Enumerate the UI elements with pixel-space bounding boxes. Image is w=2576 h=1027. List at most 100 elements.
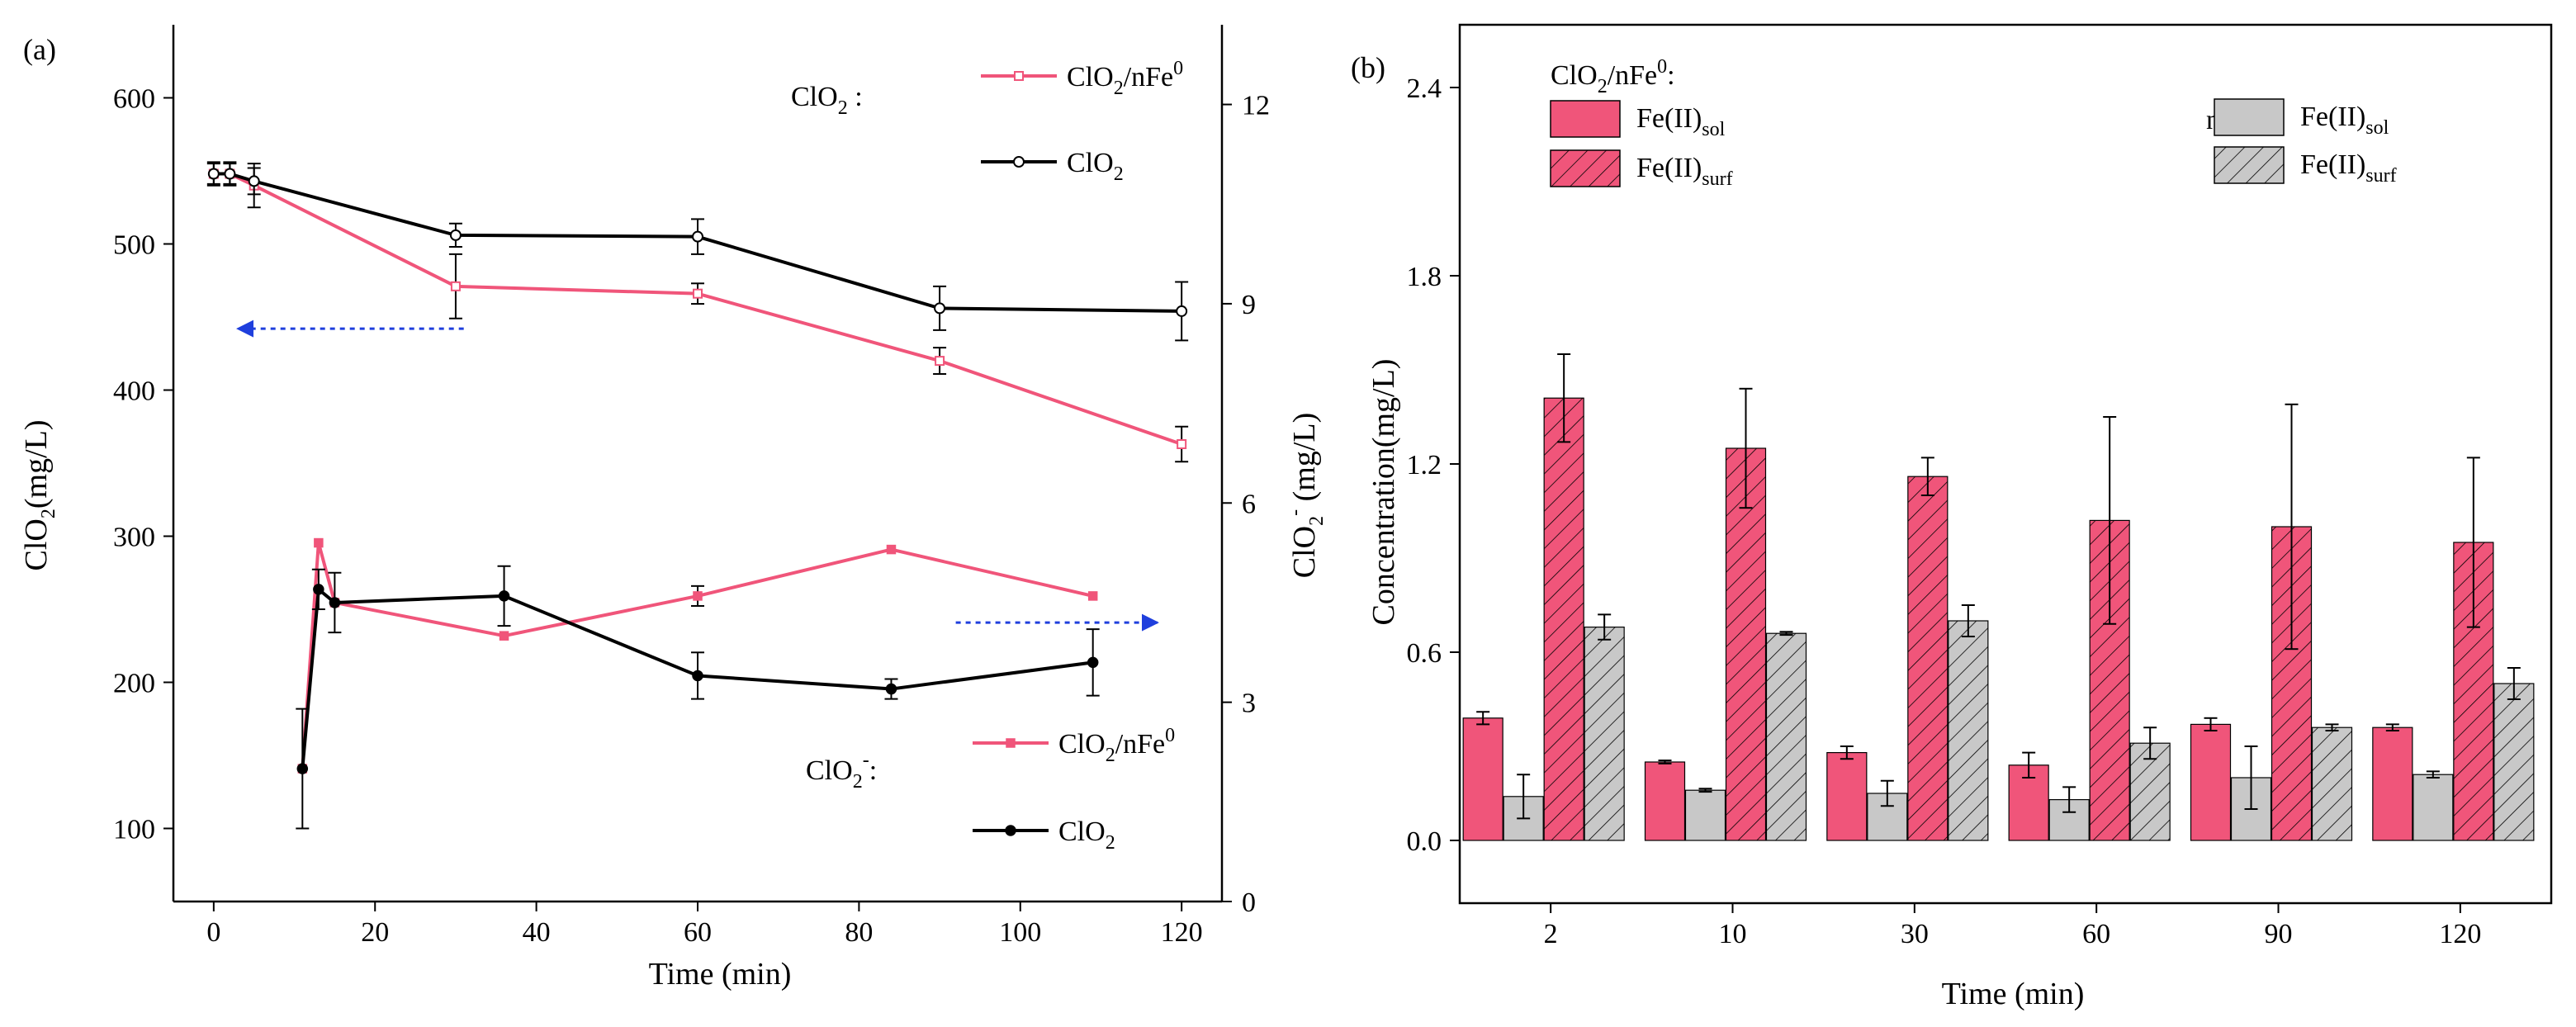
data-point — [885, 683, 897, 695]
data-point — [1013, 156, 1025, 168]
data-point — [296, 763, 309, 774]
panel-a-y2tick-label: 12 — [1242, 91, 1270, 121]
panel-b-legend-item-2: Fe(II)surf — [1550, 149, 1733, 190]
panel-b-xlabel: Time (min) — [1942, 977, 2085, 1011]
bar-3-5 — [2493, 683, 2535, 841]
panel-b-xtick-label: 10 — [1719, 919, 1747, 949]
data-point — [207, 168, 220, 180]
panel-a-xtick-label: 20 — [361, 917, 389, 948]
panel-b-ytick-label: 1.8 — [1407, 262, 1442, 292]
panel-b-legend-item-1: Fe(II)sol — [2214, 98, 2389, 139]
panel-a-series-2 — [296, 537, 1098, 830]
bar-0-5 — [2372, 726, 2413, 841]
panel-a-legend-item-2: ClO2/nFe0 — [973, 725, 1175, 766]
panel-b-legend-item-3: Fe(II)surf — [2214, 146, 2397, 187]
data-point — [692, 230, 703, 243]
panel-b-legend-item-0: Fe(II)sol — [1550, 100, 1726, 140]
data-point — [313, 584, 324, 595]
data-point — [498, 590, 510, 602]
bar-2-0 — [1543, 397, 1584, 841]
legend-swatch — [1550, 149, 1621, 187]
panel-a-ylabel: ClO2(mg/L) — [19, 420, 59, 571]
bar-2-2 — [1907, 476, 1949, 841]
panel-b: (b) 0.0 0.6 1.2 1.8 2.4 2 10 30 60 90 120 ClO2/nFe… — [1351, 23, 2553, 1011]
data-point — [224, 168, 236, 180]
panel-a-xtick-label: 80 — [845, 917, 873, 948]
legend-swatch — [1550, 100, 1621, 138]
data-point — [450, 281, 461, 291]
panel-a-xtick-label: 0 — [206, 917, 220, 948]
panel-a-y2tick-label: 3 — [1242, 689, 1256, 719]
panel-b-ytick-label: 0.6 — [1407, 638, 1442, 669]
panel-a-ytick-label: 500 — [113, 230, 155, 261]
panel-b-legend-group-0: ClO2/nFe0: — [1551, 56, 1675, 97]
data-point — [314, 537, 324, 548]
panel-b-xtick-label: 120 — [2439, 919, 2481, 949]
data-point — [1006, 738, 1016, 748]
legend-label: ClO2/nFe0 — [1067, 58, 1183, 99]
panel-b-xtick-label: 2 — [1544, 919, 1558, 949]
panel-a-legend-item-0: ClO2/nFe0 — [981, 58, 1183, 99]
panel-a-xtick-label: 40 — [523, 917, 551, 948]
data-point — [1005, 825, 1016, 836]
legend-label: Fe(II)sol — [1636, 103, 1726, 140]
data-point — [329, 597, 341, 608]
bar-3-4 — [2311, 726, 2353, 841]
data-point — [693, 288, 703, 299]
panel-a-y2tick-label: 9 — [1242, 290, 1256, 320]
bar-0-4 — [2190, 723, 2232, 841]
panel-a-xtick-label: 60 — [684, 917, 712, 948]
panel-a-label: (a) — [23, 33, 56, 66]
legend-swatch — [2214, 146, 2285, 184]
data-point — [692, 670, 703, 682]
legend-label: Fe(II)surf — [1636, 153, 1733, 190]
panel-b-legend: ClO2/nFe0:nFe0:Fe(II)solFe(II)surfFe(II)… — [1550, 56, 2397, 190]
panel-a-y2tick-label: 0 — [1242, 887, 1256, 918]
panel-a-series — [206, 161, 1189, 830]
panel-a-xtick-label: 100 — [999, 917, 1041, 948]
data-point — [1087, 591, 1098, 601]
bar-1-5 — [2413, 774, 2454, 841]
legend-label: ClO2 — [1058, 816, 1115, 854]
panel-b-xtick-label: 30 — [1901, 919, 1929, 949]
panel-a-legend-item-1: ClO2 — [981, 148, 1124, 185]
panel-a-group-label-clo2: ClO2 : — [791, 82, 863, 119]
data-point — [1087, 656, 1099, 669]
bar-3-2 — [1948, 620, 1989, 841]
panel-a-ytick-label: 300 — [113, 523, 155, 553]
bar-2-1 — [1725, 447, 1767, 841]
panel-a-y2label: ClO2- (mg/L) — [1285, 413, 1328, 579]
panel-b-xtick-label: 90 — [2265, 919, 2293, 949]
panel-a-ytick-label: 600 — [113, 84, 155, 115]
data-point — [693, 591, 703, 601]
bar-0-0 — [1462, 717, 1503, 841]
panel-b-ytick-label: 2.4 — [1407, 73, 1442, 104]
legend-label: Fe(II)sol — [2300, 102, 2389, 139]
panel-b-ylabel: Concentration(mg/L) — [1366, 359, 1401, 626]
data-point — [935, 356, 945, 367]
panel-a-ytick-label: 400 — [113, 376, 155, 407]
panel-a-y2tick-label: 6 — [1242, 489, 1256, 519]
panel-a-ytick-label: 100 — [113, 815, 155, 845]
panel-b-xtick-label: 60 — [2082, 919, 2110, 949]
panel-b-bars — [1462, 353, 2535, 841]
bar-3-1 — [1765, 632, 1807, 841]
panel-a-group-label-clo2-minus: ClO2-: — [806, 750, 877, 793]
data-point — [449, 229, 462, 241]
data-point — [934, 302, 946, 315]
panel-a-series-1 — [206, 163, 1189, 342]
panel-a-xlabel: Time (min) — [649, 957, 792, 992]
panel-a-axes: 0 20 40 60 80 100 120 100 200 300 400 500 600 0 3 6 9 12 — [113, 25, 1270, 948]
data-point — [1014, 71, 1024, 81]
legend-label: Fe(II)surf — [2300, 149, 2397, 187]
data-point — [886, 544, 897, 555]
bar-0-2 — [1826, 751, 1868, 841]
legend-swatch — [2214, 98, 2285, 136]
panel-b-ytick-label: 0.0 — [1407, 826, 1442, 857]
data-point — [1177, 438, 1187, 449]
bar-3-0 — [1584, 626, 1625, 841]
legend-label: ClO2/nFe0 — [1058, 725, 1175, 766]
panel-a-xtick-label: 120 — [1161, 917, 1203, 948]
bar-1-1 — [1684, 789, 1726, 841]
